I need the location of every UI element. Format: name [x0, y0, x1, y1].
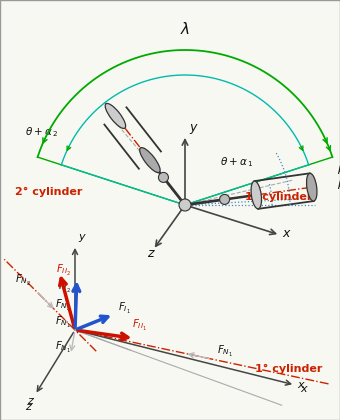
Text: 1° cylinder: 1° cylinder [245, 192, 312, 202]
Text: $x$: $x$ [297, 380, 306, 390]
Text: $\beta_2$: $\beta_2$ [337, 162, 340, 176]
Text: 2° cylinder: 2° cylinder [15, 187, 82, 197]
Text: $F_{N_1}$: $F_{N_1}$ [55, 340, 71, 355]
Ellipse shape [251, 181, 261, 209]
Text: $F_{N_2}$: $F_{N_2}$ [55, 297, 71, 312]
Text: $\lambda$: $\lambda$ [180, 21, 190, 37]
Text: $x$: $x$ [300, 384, 309, 394]
Ellipse shape [105, 103, 126, 129]
Text: $y$: $y$ [189, 122, 199, 136]
Text: 1° cylinder: 1° cylinder [255, 364, 322, 374]
Text: $F_{I_1}$: $F_{I_1}$ [118, 301, 131, 316]
Text: $F_{I_2}$: $F_{I_2}$ [58, 279, 71, 294]
Text: $F_{N_1}$: $F_{N_1}$ [217, 344, 233, 359]
Text: $z$: $z$ [147, 247, 156, 260]
Circle shape [220, 194, 230, 205]
Ellipse shape [140, 147, 160, 173]
Ellipse shape [307, 173, 317, 201]
Circle shape [158, 173, 168, 182]
Text: $\beta_1$: $\beta_1$ [337, 177, 340, 191]
Text: $F_{II_2}$: $F_{II_2}$ [56, 262, 71, 278]
Text: $\theta+\alpha_{\,1}$: $\theta+\alpha_{\,1}$ [220, 155, 253, 169]
Text: $x$: $x$ [282, 227, 292, 240]
Text: $F_{N_1}$: $F_{N_1}$ [55, 315, 71, 330]
Text: $F_{N_2}$: $F_{N_2}$ [15, 273, 31, 288]
Text: $z$: $z$ [25, 402, 33, 412]
Text: $y$: $y$ [78, 232, 87, 244]
Text: $\theta+\alpha_{\,2}$: $\theta+\alpha_{\,2}$ [25, 125, 58, 139]
Text: $F_{II_1}$: $F_{II_1}$ [132, 318, 148, 333]
Text: $z$: $z$ [27, 396, 35, 406]
Circle shape [179, 199, 191, 211]
